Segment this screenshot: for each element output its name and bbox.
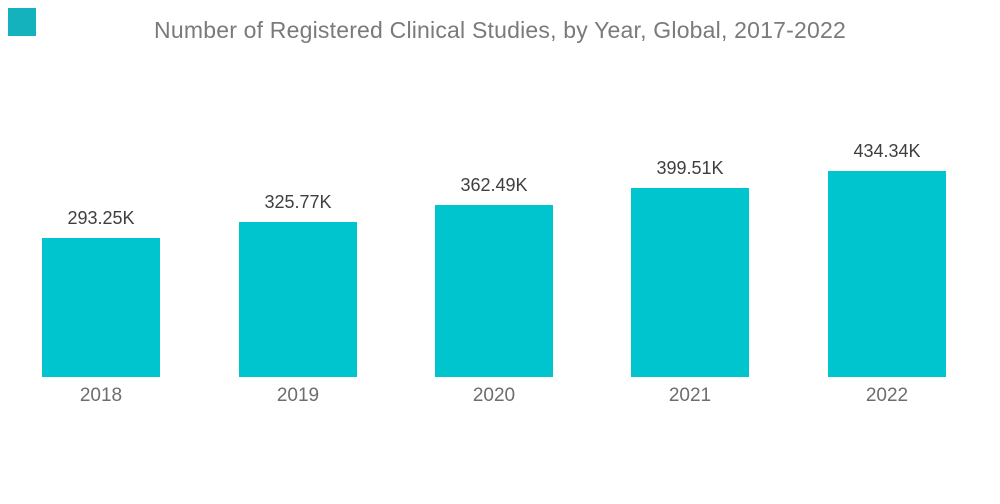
bar-value-label: 325.77K — [264, 192, 332, 212]
bar-group: 434.34K 2022 — [828, 141, 946, 406]
bar-group: 399.51K 2021 — [631, 158, 749, 406]
bar-value-label: 399.51K — [656, 158, 724, 178]
bar-group: 293.25K 2018 — [42, 208, 160, 406]
bar-category-label: 2022 — [865, 385, 909, 406]
bar-category-label: 2019 — [276, 385, 320, 406]
bar — [435, 205, 553, 377]
bar — [631, 188, 749, 377]
bar — [239, 222, 357, 377]
chart-title: Number of Registered Clinical Studies, b… — [154, 17, 846, 43]
bar-value-label: 434.34K — [853, 141, 921, 161]
bar-category-label: 2020 — [472, 385, 516, 406]
bar-category-label: 2018 — [79, 385, 123, 406]
bar — [828, 171, 946, 377]
bar-group: 325.77K 2019 — [239, 192, 357, 406]
bar-value-label: 293.25K — [67, 208, 135, 228]
bar-category-label: 2021 — [668, 385, 712, 406]
brand-logo-mark — [8, 8, 36, 36]
bar-group: 362.49K 2020 — [435, 175, 553, 406]
bar — [42, 238, 160, 377]
bar-value-label: 362.49K — [460, 175, 528, 195]
